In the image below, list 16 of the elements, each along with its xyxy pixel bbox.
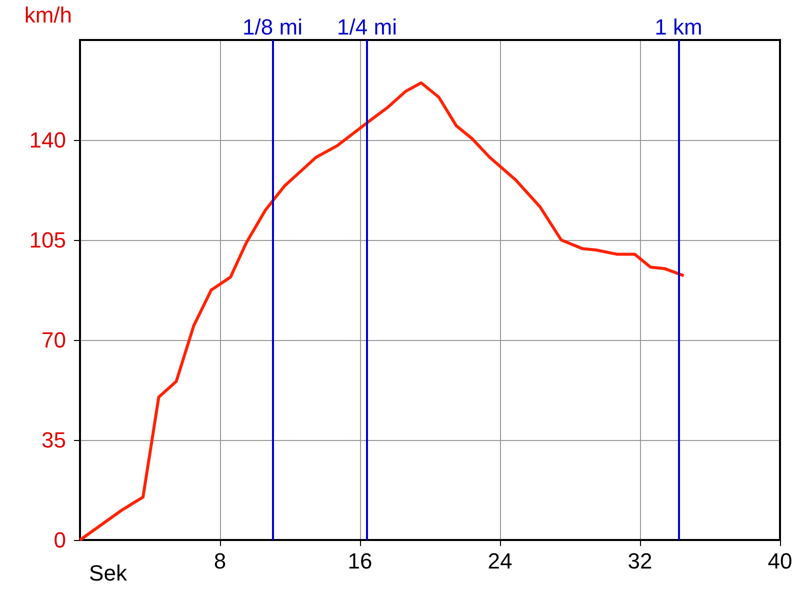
y-tick-label: 0	[54, 528, 66, 552]
y-axis-title: km/h	[24, 2, 72, 28]
y-tick-label: 70	[42, 328, 66, 352]
y-tick-label: 35	[42, 428, 66, 452]
ref-line-label: 1/4 mi	[337, 14, 397, 40]
ref-line-label: 1/8 mi	[242, 14, 302, 40]
x-tick-label: 16	[348, 548, 372, 574]
line-series	[78, 81, 686, 542]
x-tick-label: 40	[768, 548, 792, 574]
y-tick-label: 140	[29, 128, 66, 152]
y-tick-label: 105	[29, 228, 66, 252]
x-tick-label: 32	[628, 548, 652, 574]
x-tick-label: 24	[488, 548, 512, 574]
ref-line-label: 1 km	[654, 14, 702, 40]
x-tick-label: 8	[214, 548, 226, 574]
x-axis-title: Sek	[89, 560, 128, 586]
